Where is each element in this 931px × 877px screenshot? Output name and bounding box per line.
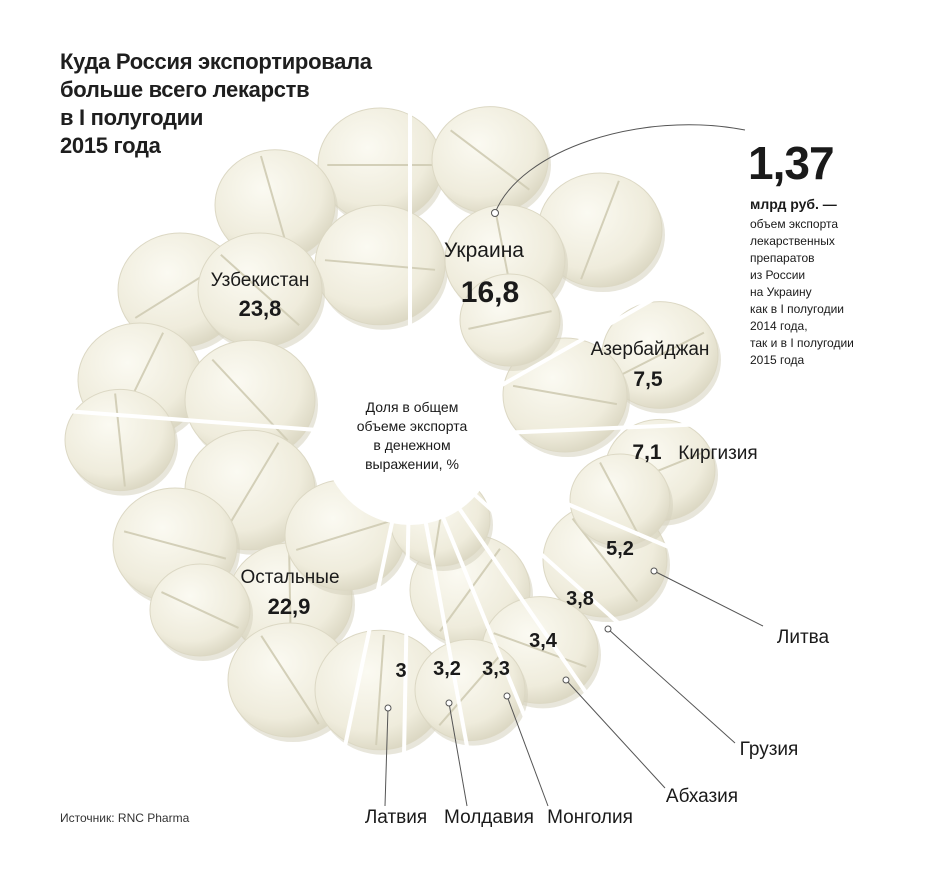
callout-value: 1,37 — [748, 137, 835, 189]
value-label: 7,5 — [633, 368, 663, 391]
chart-title: Куда Россия экспортировала больше всего … — [60, 49, 372, 158]
value-label: 3,8 — [566, 588, 594, 610]
leader-line — [506, 695, 549, 807]
slice-divider — [423, 521, 474, 772]
category-label: Киргизия — [678, 443, 757, 464]
pill — [197, 232, 325, 353]
category-label: Абхазия — [666, 786, 738, 807]
pill — [569, 453, 673, 551]
leader-dot — [503, 692, 511, 700]
pill — [314, 204, 448, 330]
slice-divider — [338, 520, 395, 771]
category-label: Украина — [444, 239, 524, 262]
slice-divider — [60, 408, 325, 433]
slice-divider — [440, 515, 545, 762]
slice-divider — [401, 522, 411, 777]
pill — [459, 273, 563, 371]
value-label: 3,3 — [482, 658, 510, 680]
slice-labels: 16,8 Украина 7,5 Азербайджан 7,1 Киргизия 5,2 Л… — [211, 239, 830, 828]
leader-dot — [445, 699, 453, 707]
pill — [601, 301, 721, 414]
category-label: Грузия — [740, 739, 799, 760]
value-label: 23,8 — [239, 296, 282, 321]
category-label: Литва — [777, 627, 830, 648]
slice-dividers — [60, 77, 810, 777]
center-label: Доля в общем объеме экспорта в денежном … — [356, 399, 468, 472]
category-label: Латвия — [365, 807, 427, 828]
slice-divider — [457, 506, 616, 735]
slice-divider — [488, 468, 761, 588]
category-label: Азербайджан — [591, 339, 710, 360]
leader-dot — [650, 567, 658, 575]
category-label: Молдавия — [444, 807, 534, 828]
leader-line — [653, 570, 764, 627]
value-label: 22,9 — [268, 594, 311, 619]
leader-line — [565, 679, 666, 789]
leader-lines — [384, 567, 764, 807]
leader-line — [607, 628, 736, 744]
value-label: 3,2 — [433, 658, 461, 680]
leader-dot — [384, 704, 392, 712]
center-hole — [322, 349, 498, 525]
value-label: 3 — [395, 660, 406, 682]
category-label: Остальные — [240, 567, 339, 588]
slice-divider — [472, 492, 688, 685]
callout-description: объем экспорта лекарственных препаратов … — [750, 217, 854, 367]
pill — [184, 339, 318, 465]
callout-dot — [491, 209, 499, 217]
value-label: 16,8 — [461, 276, 519, 309]
pill — [414, 638, 528, 746]
callout-unit: млрд руб. — — [750, 196, 837, 212]
leader-line — [384, 707, 389, 807]
pill — [537, 172, 665, 293]
pill — [431, 106, 551, 219]
leader-dot — [562, 676, 570, 684]
category-label: Узбекистан — [211, 270, 310, 291]
leader-dot — [604, 625, 612, 633]
value-label: 5,2 — [606, 538, 634, 560]
source-note: Источник: RNC Pharma — [60, 811, 190, 825]
value-label: 3,4 — [529, 630, 558, 652]
slice-divider — [495, 417, 810, 436]
slice-divider — [483, 287, 673, 397]
leader-line — [448, 702, 468, 807]
callout-arc — [494, 124, 746, 214]
ukraine-callout — [491, 124, 746, 217]
pill — [149, 563, 253, 661]
category-label: Монголия — [547, 807, 633, 828]
value-label: 7,1 — [632, 441, 662, 464]
